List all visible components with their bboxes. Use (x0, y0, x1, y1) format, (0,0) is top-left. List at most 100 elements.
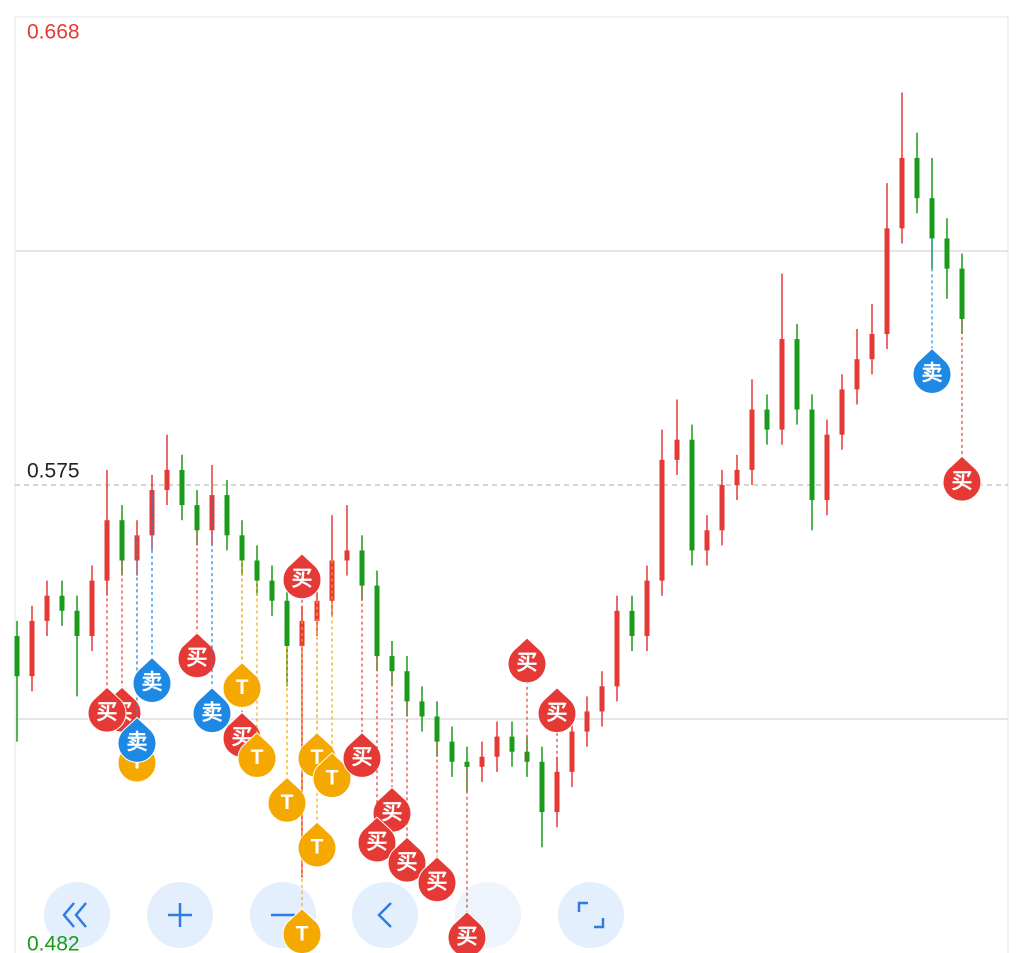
candle-body (524, 751, 530, 762)
candle-body (464, 761, 470, 767)
trade-marker-label: 买 (517, 652, 538, 675)
candle-body (374, 585, 380, 657)
candle-body (254, 560, 260, 581)
candle-body (599, 686, 605, 712)
trade-marker-label: 买 (97, 701, 118, 724)
candle-body (44, 595, 50, 621)
candle-body (59, 595, 65, 611)
candle-body (224, 495, 230, 536)
candle-body (794, 339, 800, 410)
zoom-in-button[interactable] (147, 882, 213, 948)
candle-body (74, 610, 80, 636)
candle-body (809, 409, 815, 501)
candle-body (509, 736, 515, 752)
scroll-left-button[interactable] (352, 882, 418, 948)
trade-marker-label: 卖 (202, 701, 223, 724)
candle-body (689, 439, 695, 551)
trade-marker-label: T (251, 746, 264, 769)
trade-marker (537, 687, 577, 734)
candle-body (179, 469, 185, 506)
candle-body (119, 520, 125, 561)
candle-body (764, 409, 770, 430)
trade-marker-label: T (326, 766, 339, 789)
trade-marker (942, 455, 982, 502)
candle-body (884, 228, 890, 335)
candle-body (404, 671, 410, 702)
candle-body (914, 157, 920, 199)
candle-body (29, 620, 35, 677)
candle-body (839, 389, 845, 435)
candle-body (749, 409, 755, 470)
trade-marker-label: 买 (397, 851, 418, 874)
trade-marker-label: 卖 (142, 671, 163, 694)
toolbar (44, 882, 624, 948)
trade-marker-label: 卖 (922, 362, 943, 385)
trade-marker-label: 买 (952, 470, 973, 493)
candle-body (824, 434, 830, 501)
candle-body (899, 157, 905, 229)
trade-marker-label: 买 (427, 870, 448, 893)
plot (14, 92, 1008, 878)
trade-marker (282, 908, 322, 953)
candle-body (389, 656, 395, 672)
candle-body (359, 550, 365, 586)
candle-body (284, 600, 290, 647)
trade-marker-label: T (296, 922, 309, 945)
y-tick-label: 0.482 (27, 933, 80, 953)
scroll-start-button[interactable] (44, 882, 110, 948)
candle-body (314, 600, 320, 621)
price-labels: 0.575 0.668 0.482 (27, 21, 80, 953)
trade-marker (507, 637, 547, 684)
trade-marker (387, 836, 427, 883)
candle-body (479, 756, 485, 767)
candle-body (674, 439, 680, 460)
trade-marker (87, 686, 127, 733)
trade-markers: 买卖买买买买T卖卖买T卖TTTTT买买买买买买买买T (87, 238, 982, 953)
candle-body (164, 469, 170, 491)
candle-body (584, 711, 590, 732)
candle-body (614, 610, 620, 687)
candle-body (14, 635, 20, 677)
trade-marker (417, 856, 457, 903)
candle-body (194, 505, 200, 531)
candle-body (344, 550, 350, 561)
trade-marker-label: 卖 (127, 731, 148, 754)
candle-body (449, 741, 455, 762)
trade-marker (117, 716, 157, 763)
last-price-label: 0.575 (27, 460, 80, 483)
candle-body (869, 334, 875, 360)
candle-body (779, 339, 785, 430)
candle-body (554, 771, 560, 813)
trade-marker (192, 687, 232, 734)
trade-marker (357, 816, 397, 863)
trade-marker-label: T (236, 676, 249, 699)
fullscreen-button[interactable] (558, 882, 624, 948)
trade-marker (177, 632, 217, 679)
trade-marker (267, 776, 307, 823)
candle-body (419, 701, 425, 717)
trade-marker-label: 买 (292, 567, 313, 590)
candle-body (704, 530, 710, 551)
trade-marker (297, 821, 337, 868)
candle-body (854, 359, 860, 390)
trade-marker (282, 553, 322, 600)
trade-marker-label: T (281, 791, 294, 814)
trade-marker-label: T (311, 836, 324, 859)
trade-marker-label: 买 (367, 831, 388, 854)
trade-marker-label: 买 (457, 925, 478, 948)
trade-marker (132, 656, 172, 703)
y-tick-label: 0.668 (27, 21, 80, 44)
trade-marker (222, 661, 262, 708)
candle-body (944, 238, 950, 269)
trade-marker-label: 买 (547, 701, 568, 724)
candle-body (239, 535, 245, 561)
candle-body (569, 731, 575, 772)
trade-marker-label: 买 (352, 746, 373, 769)
trade-marker (237, 731, 277, 778)
candle-body (149, 490, 155, 536)
candle-body (434, 716, 440, 742)
trade-marker (312, 752, 352, 798)
candle-body (269, 580, 275, 601)
